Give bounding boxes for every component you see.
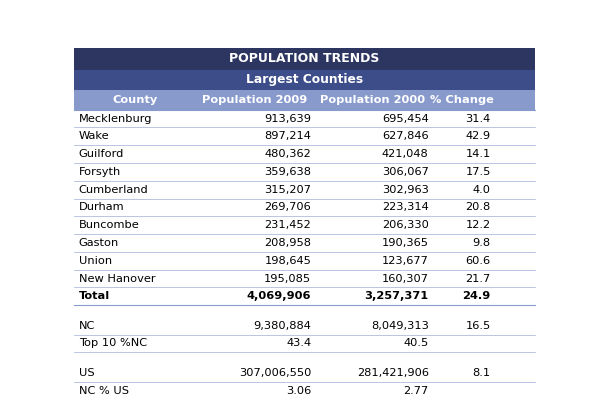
Text: 231,452: 231,452 (264, 220, 311, 230)
Text: 206,330: 206,330 (382, 220, 429, 230)
Text: 223,314: 223,314 (382, 203, 429, 213)
Text: 4.0: 4.0 (473, 185, 491, 195)
Text: 302,963: 302,963 (382, 185, 429, 195)
Text: Cumberland: Cumberland (79, 185, 148, 195)
Text: 3,257,371: 3,257,371 (365, 291, 429, 301)
Text: Mecklenburg: Mecklenburg (79, 113, 152, 123)
Bar (74, 48, 535, 70)
Text: County: County (113, 95, 158, 105)
Text: 21.7: 21.7 (466, 273, 491, 283)
Text: Total: Total (79, 291, 110, 301)
Text: 198,645: 198,645 (264, 256, 311, 266)
Text: Buncombe: Buncombe (79, 220, 140, 230)
Text: Forsyth: Forsyth (79, 167, 121, 177)
Text: 897,214: 897,214 (264, 131, 311, 141)
Text: 695,454: 695,454 (382, 113, 429, 123)
Text: 160,307: 160,307 (382, 273, 429, 283)
Text: 480,362: 480,362 (264, 149, 311, 159)
Text: 9,380,884: 9,380,884 (254, 321, 311, 331)
Text: 421,048: 421,048 (382, 149, 429, 159)
Text: 4,069,906: 4,069,906 (247, 291, 311, 301)
Text: NC % US: NC % US (79, 386, 129, 396)
Text: 307,006,550: 307,006,550 (239, 368, 311, 378)
Text: % Change: % Change (430, 95, 494, 105)
Text: 17.5: 17.5 (466, 167, 491, 177)
Text: Guilford: Guilford (79, 149, 124, 159)
Text: 208,958: 208,958 (264, 238, 311, 248)
Text: US: US (79, 368, 94, 378)
Text: 40.5: 40.5 (403, 338, 429, 349)
Text: 2.77: 2.77 (403, 386, 429, 396)
Bar (74, 70, 535, 90)
Text: 190,365: 190,365 (382, 238, 429, 248)
Text: POPULATION TRENDS: POPULATION TRENDS (229, 52, 380, 65)
Text: 281,421,906: 281,421,906 (357, 368, 429, 378)
Text: 8.1: 8.1 (473, 368, 491, 378)
Text: 31.4: 31.4 (466, 113, 491, 123)
Text: 9.8: 9.8 (473, 238, 491, 248)
Text: 913,639: 913,639 (264, 113, 311, 123)
Text: NC: NC (79, 321, 95, 331)
Text: 627,846: 627,846 (382, 131, 429, 141)
Text: Union: Union (79, 256, 112, 266)
Text: 306,067: 306,067 (382, 167, 429, 177)
Text: Largest Counties: Largest Counties (246, 73, 363, 86)
Text: 20.8: 20.8 (466, 203, 491, 213)
Text: Population 2009: Population 2009 (203, 95, 308, 105)
Text: Durham: Durham (79, 203, 125, 213)
Text: 315,207: 315,207 (264, 185, 311, 195)
Text: 60.6: 60.6 (466, 256, 491, 266)
Text: 14.1: 14.1 (466, 149, 491, 159)
Text: 24.9: 24.9 (463, 291, 491, 301)
Text: Population 2000: Population 2000 (320, 95, 425, 105)
Text: Wake: Wake (79, 131, 109, 141)
Text: 3.06: 3.06 (286, 386, 311, 396)
Text: 16.5: 16.5 (466, 321, 491, 331)
Text: 8,049,313: 8,049,313 (371, 321, 429, 331)
Text: Top 10 %NC: Top 10 %NC (79, 338, 147, 349)
Text: 359,638: 359,638 (264, 167, 311, 177)
Text: 12.2: 12.2 (466, 220, 491, 230)
Bar (74, 90, 535, 110)
Text: 42.9: 42.9 (466, 131, 491, 141)
Text: 269,706: 269,706 (264, 203, 311, 213)
Text: 43.4: 43.4 (286, 338, 311, 349)
Text: New Hanover: New Hanover (79, 273, 156, 283)
Text: 195,085: 195,085 (264, 273, 311, 283)
Text: 123,677: 123,677 (382, 256, 429, 266)
Text: Gaston: Gaston (79, 238, 119, 248)
